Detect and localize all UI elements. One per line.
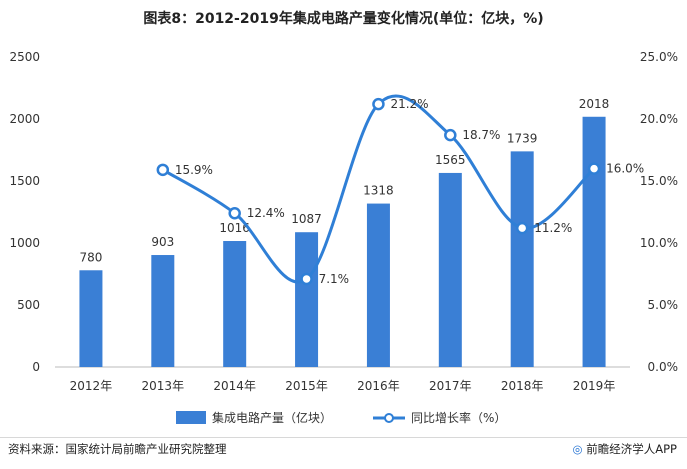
- bar-2: [223, 241, 247, 367]
- growth-rate-label: 18.7%: [462, 128, 500, 142]
- bar-value-label: 1739: [507, 131, 538, 145]
- bar-value-label: 1318: [363, 184, 394, 198]
- y-left-tick-label: 500: [17, 298, 40, 312]
- growth-rate-point: [372, 97, 385, 111]
- brand-logo-icon: ◎: [572, 442, 583, 456]
- growth-rate-point: [444, 128, 457, 142]
- source-note: 资料来源：国家统计局前瞻产业研究院整理: [8, 442, 227, 456]
- growth-rate-point: [300, 272, 313, 286]
- bar-6: [510, 151, 534, 367]
- x-tick-label: 2015年: [285, 379, 328, 393]
- x-tick-label: 2019年: [573, 379, 616, 393]
- growth-rate-label: 21.2%: [390, 97, 428, 111]
- y-right-tick-label: 5.0%: [648, 298, 679, 312]
- growth-rate-point: [587, 162, 601, 175]
- y-right-tick-label: 15.0%: [640, 174, 678, 188]
- x-tick-label: 2016年: [357, 379, 400, 393]
- growth-rate-label: 11.2%: [534, 221, 572, 235]
- bar-value-label: 1565: [435, 153, 466, 167]
- y-right-tick-label: 10.0%: [640, 236, 678, 250]
- growth-rate-label: 15.9%: [175, 163, 213, 177]
- y-left-tick-label: 2000: [9, 112, 40, 126]
- footer-divider: [0, 437, 687, 438]
- bar-value-label: 1016: [219, 221, 250, 235]
- x-tick-label: 2012年: [70, 379, 113, 393]
- growth-rate-point: [515, 221, 529, 235]
- growth-rate-label: 7.1%: [319, 272, 350, 286]
- y-left-tick-label: 0: [32, 360, 40, 374]
- growth-rate-label: 12.4%: [247, 206, 285, 220]
- bar-0: [79, 270, 103, 367]
- brand-credit: ◎ 前瞻经济学人APP: [573, 441, 677, 457]
- bar-value-label: 780: [79, 250, 102, 264]
- bar-5: [438, 172, 462, 367]
- bar-3: [295, 232, 319, 367]
- bar-value-label: 2018: [579, 97, 610, 111]
- growth-rate-point: [228, 206, 241, 220]
- bar-value-label: 1087: [291, 212, 322, 226]
- legend-line-label: 同比增长率（%）: [411, 410, 506, 425]
- x-tick-label: 2014年: [213, 379, 256, 393]
- legend-line-marker: [384, 413, 394, 423]
- bar-4: [366, 203, 390, 367]
- chart-title: 图表8：2012-2019年集成电路产量变化情况(单位：亿块，%): [143, 11, 544, 27]
- growth-rate-label: 16.0%: [606, 162, 644, 176]
- growth-rate-point: [156, 163, 170, 177]
- brand-name: 前瞻经济学人APP: [586, 442, 677, 456]
- legend-bar-swatch: [176, 411, 206, 424]
- y-left-tick-label: 1500: [9, 174, 40, 188]
- bar-7: [582, 116, 606, 367]
- x-tick-label: 2013年: [142, 379, 185, 393]
- y-right-tick-label: 0.0%: [648, 360, 679, 374]
- y-right-tick-label: 25.0%: [640, 50, 678, 64]
- x-tick-label: 2017年: [429, 379, 472, 393]
- y-left-tick-label: 2500: [9, 50, 40, 64]
- y-left-tick-label: 1000: [9, 236, 40, 250]
- legend-bar-label: 集成电路产量（亿块）: [212, 410, 332, 425]
- bar-value-label: 903: [151, 235, 174, 249]
- x-tick-label: 2018年: [501, 379, 544, 393]
- y-right-tick-label: 20.0%: [640, 112, 678, 126]
- bar-1: [151, 255, 175, 367]
